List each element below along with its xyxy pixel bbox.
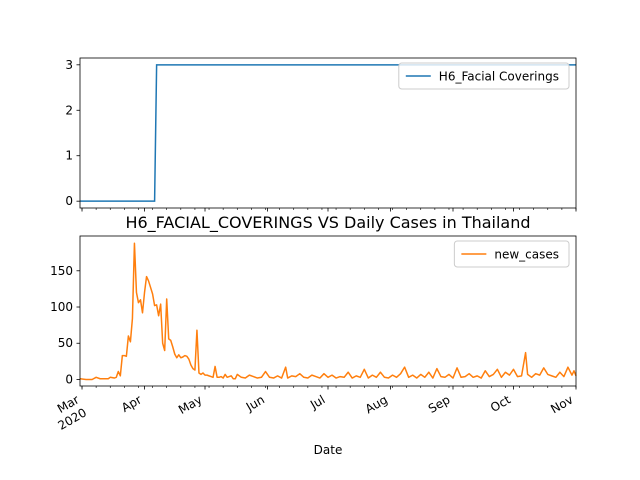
chart-title: H6_FACIAL_COVERINGS VS Daily Cases in Th… [125,213,530,233]
series-line-facial-coverings [80,64,576,202]
x-axis-label: Date [314,443,343,457]
legend-label: new_cases [494,248,559,262]
bottom-legend: new_cases [453,240,570,268]
bottom-ytick-label: 100 [50,300,73,314]
top-legend: H6_Facial Coverings [398,62,570,90]
bottom-ytick-label: 0 [65,372,73,386]
top-ytick-label: 0 [65,194,73,208]
bottom-ytick-label: 150 [50,264,73,278]
legend-label: H6_Facial Coverings [439,70,559,84]
legend-box [398,62,570,90]
xtick-label: Jul [307,392,327,412]
bottom-ytick-label: 50 [58,336,73,350]
top-axes: 0 1 2 3 H6_Facial Coverings [65,57,577,212]
legend-box [453,240,570,268]
top-ytick-label: 3 [65,58,73,72]
top-ytick-label: 2 [65,103,73,117]
top-ytick-label: 1 [65,149,73,163]
series-line-new-cases [79,242,577,381]
